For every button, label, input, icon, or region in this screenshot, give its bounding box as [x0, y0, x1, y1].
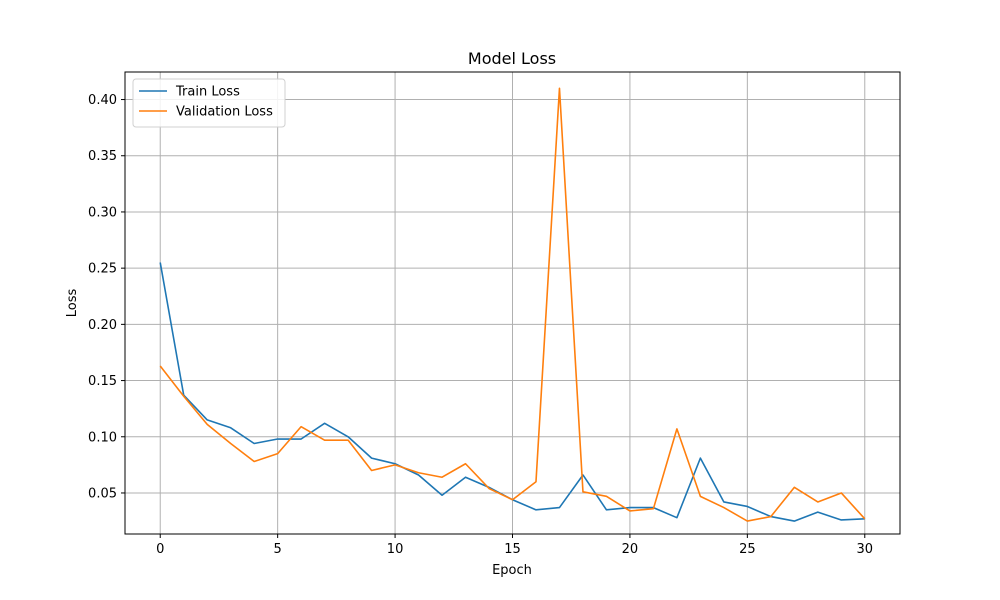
legend-entry: Train Loss [175, 85, 240, 100]
y-tick-label: 0.25 [88, 262, 117, 277]
x-tick-label: 25 [739, 542, 756, 557]
y-tick-label: 0.35 [88, 149, 117, 164]
grid-lines [125, 72, 900, 534]
x-tick-label: 10 [387, 542, 404, 557]
y-tick-label: 0.05 [88, 486, 117, 501]
x-tick-label: 5 [274, 542, 282, 557]
axis-ticks: 0 5 10 15 20 25 30 0.05 0.10 0.15 0.20 0.25 0.30 0.35… [88, 93, 873, 557]
series-line-validation-loss [159, 87, 866, 522]
x-tick-label: 30 [856, 542, 873, 557]
x-tick-label: 0 [156, 542, 164, 557]
x-tick-label: 20 [622, 542, 639, 557]
chart-title: Model Loss [468, 49, 556, 68]
x-tick-label: 15 [504, 542, 521, 557]
legend-entry: Validation Loss [176, 105, 273, 120]
y-tick-label: 0.40 [88, 93, 117, 108]
series-lines [159, 87, 866, 522]
legend: Train Loss Validation Loss [132, 78, 286, 128]
y-tick-label: 0.30 [88, 205, 117, 220]
y-tick-label: 0.20 [88, 318, 117, 333]
y-tick-label: 0.10 [88, 430, 117, 445]
y-axis-label: Loss [65, 289, 80, 318]
y-tick-label: 0.15 [88, 374, 117, 389]
x-axis-label: Epoch [492, 563, 532, 578]
legend-box [132, 78, 286, 128]
